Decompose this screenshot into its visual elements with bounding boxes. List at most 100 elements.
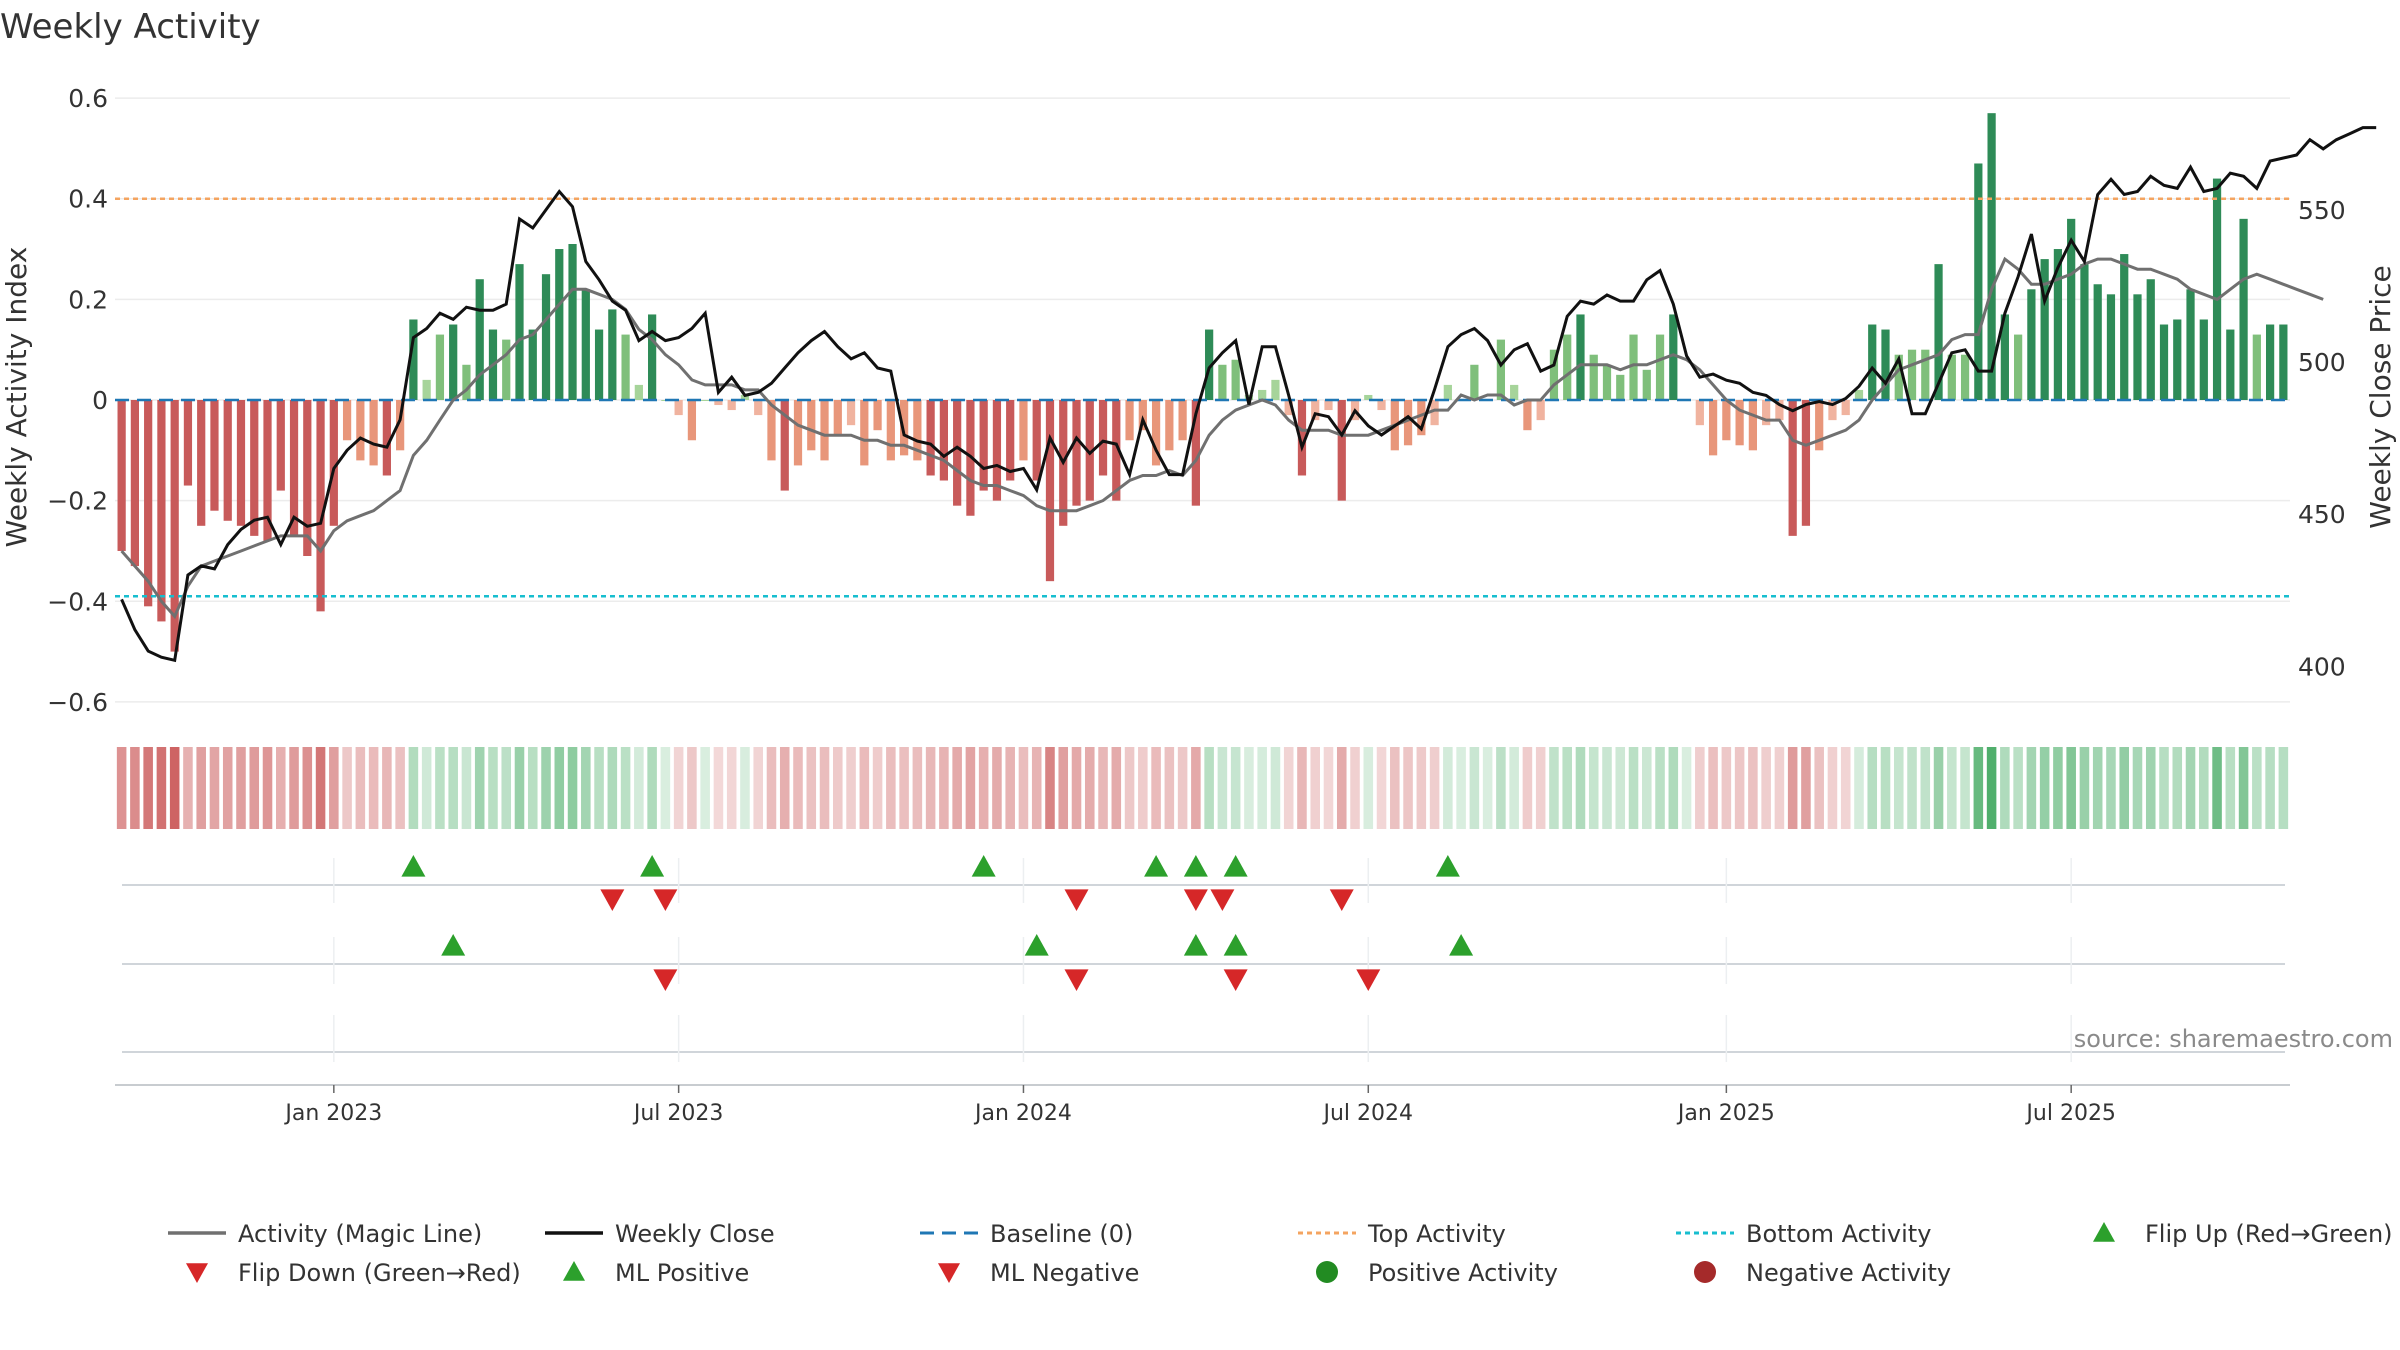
activity-bar bbox=[674, 400, 683, 416]
legend-item-negative-activity: Negative Activity bbox=[1694, 1259, 1951, 1287]
ml-up-marker bbox=[1449, 934, 1474, 956]
flip-down-marker bbox=[653, 889, 678, 911]
flip-down-marker bbox=[1064, 889, 1089, 911]
heat-cell bbox=[1257, 747, 1267, 829]
heat-cell bbox=[2159, 747, 2169, 829]
legend-label: Bottom Activity bbox=[1746, 1220, 1931, 1248]
activity-bar bbox=[860, 400, 869, 466]
legend-label: Top Activity bbox=[1367, 1220, 1506, 1248]
legend-label: ML Negative bbox=[990, 1259, 1139, 1287]
activity-bar bbox=[833, 400, 842, 436]
legend-swatch bbox=[938, 1263, 960, 1283]
magic-line bbox=[120, 256, 2324, 620]
legend-label: Positive Activity bbox=[1368, 1259, 1558, 1287]
heat-cell bbox=[1893, 747, 1904, 829]
heat-cell bbox=[1098, 747, 1108, 829]
activity-bar bbox=[2146, 279, 2155, 400]
activity-bar bbox=[1324, 400, 1333, 411]
heat-cell bbox=[1071, 747, 1082, 829]
heat-cell bbox=[1642, 747, 1652, 829]
heat-cell bbox=[2013, 747, 2023, 829]
activity-bar bbox=[568, 244, 577, 400]
activity-bar bbox=[608, 309, 617, 400]
activity-bar bbox=[329, 400, 338, 526]
activity-heat-strip bbox=[116, 747, 2289, 829]
heat-cell bbox=[1191, 747, 1201, 829]
heat-cell bbox=[1986, 747, 1997, 829]
ml-up-marker bbox=[441, 934, 466, 956]
activity-bar bbox=[1708, 400, 1718, 456]
activity-bar bbox=[555, 249, 564, 400]
heat-cell bbox=[1204, 747, 1214, 829]
activity-bar bbox=[1098, 400, 1108, 476]
flip-up-marker bbox=[971, 855, 996, 877]
y2-tick-label: 450 bbox=[2298, 500, 2346, 529]
heat-cell bbox=[779, 747, 790, 829]
activity-bar bbox=[1377, 400, 1386, 411]
heat-cell bbox=[859, 747, 870, 829]
heat-cell bbox=[1695, 747, 1705, 829]
heat-cell bbox=[116, 747, 127, 829]
activity-bar bbox=[236, 400, 246, 526]
activity-bar bbox=[1576, 314, 1585, 400]
activity-bar bbox=[581, 289, 590, 400]
heat-cell bbox=[196, 747, 206, 829]
heat-cell bbox=[1031, 747, 1042, 829]
activity-bar bbox=[1854, 389, 1864, 400]
activity-bar bbox=[2252, 334, 2261, 400]
weekly-close-line bbox=[120, 126, 2377, 663]
activity-bar bbox=[170, 400, 179, 652]
legend-item-bottom-activity: Bottom Activity bbox=[1676, 1220, 1931, 1248]
heat-cell bbox=[527, 747, 538, 829]
y-tick-label: −0.6 bbox=[47, 688, 108, 717]
activity-bar bbox=[953, 400, 962, 506]
heat-cell bbox=[2238, 747, 2249, 829]
activity-bar bbox=[1138, 400, 1147, 431]
activity-bar bbox=[263, 400, 272, 541]
activity-bar bbox=[594, 329, 604, 400]
activity-bar bbox=[2106, 294, 2116, 400]
heat-cell bbox=[581, 747, 591, 829]
activity-bar bbox=[1337, 400, 1346, 501]
heat-cell bbox=[1708, 747, 1718, 829]
activity-bar bbox=[807, 400, 816, 451]
legend-item-flip-up: Flip Up (Red→Green) bbox=[2093, 1220, 2393, 1248]
flip-up-marker bbox=[640, 855, 665, 877]
activity-bar bbox=[1642, 369, 1651, 400]
heat-cell bbox=[912, 747, 923, 829]
activity-bar bbox=[1589, 354, 1598, 400]
activity-bar bbox=[1881, 329, 1890, 400]
activity-bar bbox=[2159, 324, 2169, 400]
activity-bar bbox=[1549, 349, 1559, 400]
heat-cell bbox=[1787, 747, 1798, 829]
activity-bar bbox=[2279, 324, 2288, 400]
activity-bar bbox=[475, 279, 484, 400]
activity-bar bbox=[250, 400, 259, 536]
activity-bar bbox=[1695, 400, 1704, 426]
activity-bar bbox=[157, 400, 166, 622]
heat-cell bbox=[594, 747, 604, 829]
legend-item-top-activity: Top Activity bbox=[1298, 1220, 1506, 1248]
heat-cell bbox=[1244, 747, 1254, 829]
legend: Activity (Magic Line) Weekly Close Baselin… bbox=[168, 1220, 2393, 1287]
activity-bar bbox=[2014, 334, 2023, 400]
legend-item-weekly-close: Weekly Close bbox=[545, 1220, 775, 1248]
heat-cell bbox=[819, 747, 830, 829]
activity-bar bbox=[1271, 379, 1280, 400]
heat-cell bbox=[1575, 747, 1586, 829]
activity-bar bbox=[1443, 384, 1452, 400]
legend-item-positive-activity: Positive Activity bbox=[1316, 1259, 1558, 1287]
activity-bar bbox=[1921, 349, 1930, 400]
activity-bar bbox=[740, 394, 750, 400]
heat-cell bbox=[1827, 747, 1838, 829]
heat-cell bbox=[302, 747, 313, 829]
heat-cell bbox=[222, 747, 233, 829]
activity-bar bbox=[1894, 354, 1903, 400]
heat-cell bbox=[1973, 747, 1984, 829]
legend-item-ml-positive: ML Positive bbox=[563, 1259, 749, 1287]
activity-bar bbox=[1960, 354, 1970, 400]
heat-cell bbox=[1177, 747, 1188, 829]
heat-cell bbox=[2053, 747, 2063, 829]
heat-cell bbox=[1496, 747, 1506, 829]
heat-cell bbox=[236, 747, 246, 829]
